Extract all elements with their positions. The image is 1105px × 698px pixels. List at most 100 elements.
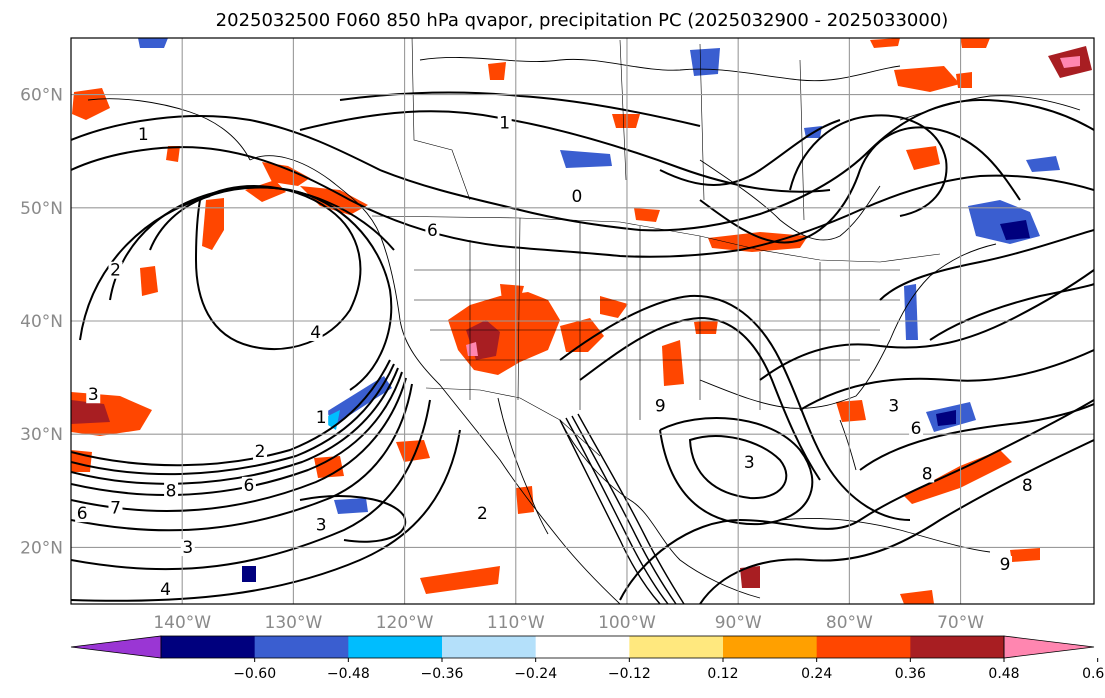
colorbar-tick-label: 0.24 bbox=[801, 666, 832, 682]
contour-line bbox=[579, 316, 821, 481]
contour-line bbox=[71, 377, 407, 513]
contour-line bbox=[577, 413, 685, 604]
precip-positive-region bbox=[516, 486, 534, 514]
colorbar-segment bbox=[629, 636, 724, 658]
pacific-coastline bbox=[249, 155, 621, 604]
precip-positive-region bbox=[694, 320, 718, 334]
precip-negative-region bbox=[1000, 220, 1030, 240]
alaska-coastline bbox=[87, 98, 251, 161]
precip-positive-region bbox=[245, 180, 286, 202]
contour-label: 1 bbox=[316, 408, 327, 428]
caribbean-coastline bbox=[779, 518, 991, 553]
colorbar-segment bbox=[723, 636, 818, 658]
contour-label: 3 bbox=[744, 453, 755, 473]
precip-negative-region bbox=[1026, 156, 1060, 172]
colorbar-segment bbox=[254, 636, 349, 658]
precip-negative-region bbox=[334, 498, 368, 514]
contour-line bbox=[859, 403, 1094, 471]
contour-label-background bbox=[86, 386, 101, 404]
contour-line bbox=[109, 186, 395, 301]
precip-positive-region bbox=[420, 566, 500, 594]
precip-positive-region bbox=[740, 566, 760, 588]
contour-label-background bbox=[241, 476, 256, 494]
contour-label-background bbox=[253, 442, 268, 460]
precip-positive-region bbox=[314, 456, 344, 478]
precip-positive-region bbox=[904, 450, 1012, 504]
contour-label: 8 bbox=[1022, 476, 1033, 496]
contour-line bbox=[79, 195, 211, 341]
qvapor-contours bbox=[71, 91, 1094, 604]
contour-label-background bbox=[909, 420, 924, 438]
colorbar-tick-label: 0.48 bbox=[988, 666, 1019, 682]
contour-label-background bbox=[314, 408, 329, 426]
contour-line bbox=[571, 415, 677, 604]
colorbar-tick-label: −0.24 bbox=[514, 666, 557, 682]
contour-label-background bbox=[475, 505, 490, 523]
precip-positive-region bbox=[1060, 56, 1080, 68]
contour-closed bbox=[194, 185, 362, 350]
precip-positive-region bbox=[900, 590, 934, 604]
contour-label-background bbox=[314, 516, 329, 534]
colorbar: −0.60 −0.48 −0.36 −0.24 −0.12 0.12 0.24 0.36 0.4… bbox=[70, 635, 1105, 682]
contour-label: 2 bbox=[255, 442, 266, 462]
precip-negative-region bbox=[326, 376, 392, 424]
precip-positive-region bbox=[262, 162, 310, 186]
precip-positive-region bbox=[894, 66, 960, 92]
contour-label: 4 bbox=[310, 323, 321, 343]
contour-label-background bbox=[920, 465, 935, 483]
latitude-tick-label: 60°N bbox=[20, 86, 63, 106]
contour-label-background bbox=[497, 114, 512, 132]
contour-label: 1 bbox=[499, 114, 510, 134]
longitude-tick-label: 140°W bbox=[153, 613, 211, 633]
colorbar-extend-low bbox=[70, 635, 162, 659]
latitude-tick-label: 20°N bbox=[20, 538, 63, 558]
latitude-labels: 60°N 50°N 40°N 30°N 20°N bbox=[20, 86, 63, 559]
precip-positive-region bbox=[500, 284, 524, 300]
contour-label: 4 bbox=[160, 580, 171, 600]
contour-label-background bbox=[742, 454, 757, 472]
precip-positive-region bbox=[466, 342, 478, 356]
contour-label-background bbox=[425, 222, 440, 240]
contour-label: 6 bbox=[77, 504, 88, 524]
arctic-coastline bbox=[419, 57, 901, 82]
longitude-tick-label: 110°W bbox=[487, 613, 545, 633]
contour-line bbox=[565, 417, 669, 604]
contour-line bbox=[699, 126, 1021, 244]
precip-positive-region bbox=[202, 198, 224, 250]
colorbar-tick-label: −0.12 bbox=[608, 666, 651, 682]
contour-line bbox=[799, 349, 1094, 411]
contour-label-background bbox=[164, 482, 179, 500]
contour-line bbox=[559, 294, 911, 521]
contour-label-background bbox=[108, 499, 123, 517]
precip-positive-region bbox=[956, 72, 972, 88]
contour-label-background bbox=[108, 261, 123, 279]
contour-label: 9 bbox=[655, 397, 666, 417]
contour-label: 3 bbox=[88, 385, 99, 405]
contour-line bbox=[71, 371, 403, 496]
graticule bbox=[71, 38, 1094, 604]
precip-positive-region bbox=[71, 400, 110, 424]
precip-shading bbox=[71, 38, 1092, 604]
colorbar-segment bbox=[442, 636, 537, 658]
contour-line bbox=[789, 114, 948, 217]
contour-line bbox=[659, 119, 841, 186]
contour-label-background bbox=[136, 125, 151, 143]
contour-line bbox=[71, 367, 399, 485]
precip-negative-region bbox=[560, 150, 612, 168]
contour-label: 1 bbox=[138, 125, 149, 145]
contour-label: 2 bbox=[110, 261, 121, 281]
contour-line bbox=[71, 399, 431, 571]
precip-positive-region bbox=[166, 146, 180, 162]
latitude-tick-label: 40°N bbox=[20, 312, 63, 332]
contour-closed bbox=[688, 435, 788, 500]
precip-positive-region bbox=[906, 146, 940, 170]
colorbar-segment bbox=[910, 636, 1005, 658]
contour-label-background bbox=[569, 188, 584, 206]
contour-line bbox=[759, 269, 1094, 381]
contour-line bbox=[619, 399, 1094, 601]
contour-label-background bbox=[308, 323, 323, 341]
figure-title: 2025032500 F060 850 hPa qvapor, precipit… bbox=[216, 10, 949, 31]
colorbar-extend-high bbox=[1003, 635, 1095, 659]
